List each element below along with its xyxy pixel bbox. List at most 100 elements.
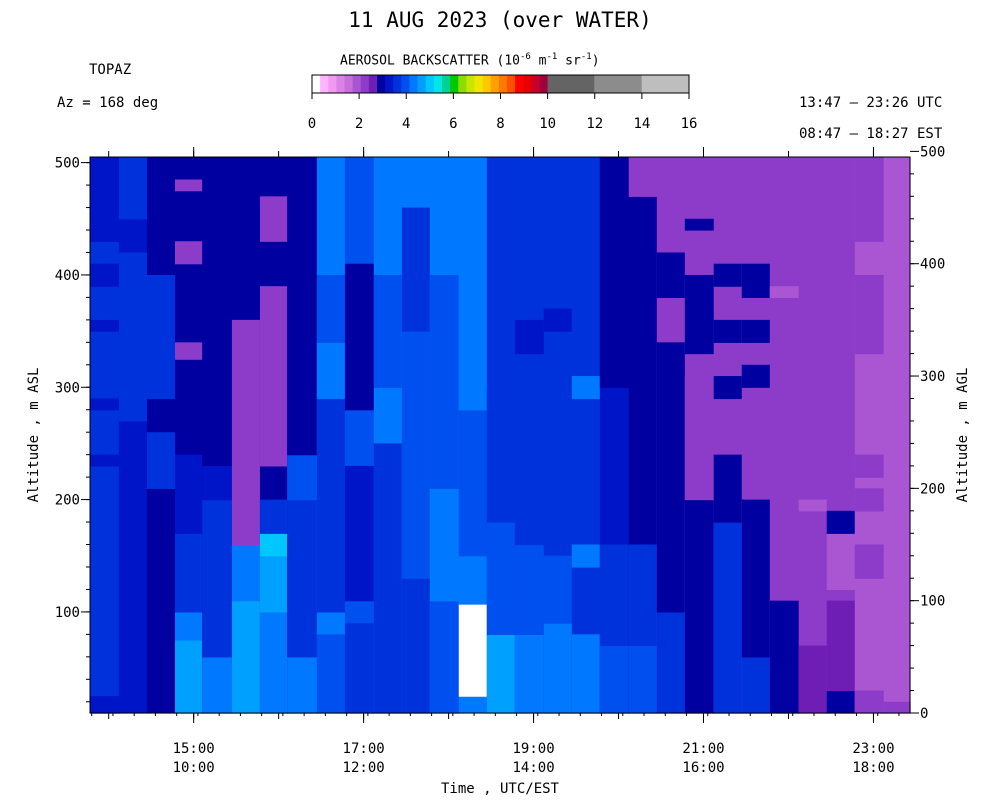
heatmap-cell — [90, 454, 120, 467]
x-axis-label: Time , UTC/EST — [441, 781, 560, 797]
heatmap-cell — [429, 600, 460, 714]
heatmap-cell — [231, 600, 261, 714]
heatmap-cell — [429, 274, 460, 400]
heatmap-cell — [826, 510, 856, 534]
colorbar-swatch — [385, 75, 394, 93]
colorbar-swatch — [547, 75, 595, 93]
heatmap-cell — [769, 600, 800, 658]
heatmap-cell — [316, 342, 346, 400]
heatmap-cell — [458, 157, 488, 411]
colorbar-swatch — [360, 75, 370, 93]
heatmap-cell — [514, 544, 545, 635]
heatmap-cell — [174, 454, 203, 534]
heatmap-cell — [684, 218, 715, 231]
heatmap-cell — [146, 274, 176, 400]
heatmap-cell — [854, 488, 885, 512]
heatmap-cell — [628, 157, 658, 197]
heatmap-cell — [259, 196, 288, 242]
utc-range-label: 13:47 – 23:26 UTC — [799, 95, 943, 111]
heatmap-cell — [571, 376, 601, 400]
heatmap-cell — [854, 157, 885, 714]
heatmap-cell — [344, 157, 375, 714]
heatmap-cell — [458, 604, 488, 697]
heatmap-cell — [90, 157, 120, 242]
colorbar-swatch — [458, 75, 467, 93]
colorbar-swatch — [344, 75, 354, 93]
heatmap-cell — [90, 696, 120, 714]
heatmap-cell — [514, 634, 545, 714]
heatmap-cell — [769, 656, 800, 714]
heatmap-cell — [458, 555, 488, 605]
colorbar-swatch — [515, 75, 524, 93]
heatmap-cell — [741, 499, 771, 658]
x-tick-label-est: 10:00 — [173, 760, 215, 776]
heatmap-cell — [316, 634, 346, 714]
heatmap-cell — [741, 319, 771, 343]
colorbar-swatch — [393, 75, 402, 93]
heatmap-cell — [174, 342, 203, 360]
heatmap-cell — [656, 252, 686, 299]
heatmap-cell — [486, 522, 516, 635]
heatmap-cell — [373, 443, 403, 591]
x-tick-label-utc: 21:00 — [682, 741, 724, 757]
colorbar-title-main: AEROSOL BACKSCATTER (10 — [340, 53, 521, 69]
heatmap-cell — [599, 544, 630, 647]
y-left-tick-label: 300 — [55, 380, 80, 396]
colorbar-tick-label: 10 — [539, 116, 556, 132]
heatmap-cell — [826, 600, 856, 692]
heatmap-cell — [854, 157, 885, 242]
azimuth-label: Az = 168 deg — [57, 95, 159, 111]
heatmap-cell — [543, 308, 573, 332]
colorbar-swatch — [425, 75, 435, 93]
heatmap-cell — [826, 690, 856, 714]
heatmap-cell — [401, 331, 431, 445]
heatmap-cell — [713, 522, 743, 714]
heatmap-cell — [656, 611, 686, 714]
heatmap-cell — [798, 157, 828, 714]
heatmap-cell — [259, 611, 288, 714]
colorbar-swatch — [433, 75, 443, 93]
colorbar-tick-label: 2 — [355, 116, 363, 132]
heatmap-cell — [429, 566, 460, 602]
colorbar-swatch — [368, 75, 378, 93]
heatmap-cell — [344, 263, 375, 411]
heatmap-cell — [316, 398, 346, 478]
colorbar-tick-label: 12 — [586, 116, 603, 132]
colorbar-title-exp3: -1 — [580, 52, 592, 62]
colorbar-swatch — [474, 75, 484, 93]
heatmap-cell — [713, 263, 743, 287]
heatmap-cell — [883, 157, 911, 714]
heatmap-cell — [259, 286, 288, 467]
heatmap-cell — [854, 274, 885, 355]
y-right-tick-label: 0 — [920, 706, 928, 722]
heatmap-cell — [231, 499, 261, 546]
colorbar-tick-label: 8 — [496, 116, 504, 132]
y-axis-label-right: Altitude , m AGL — [955, 368, 971, 503]
x-tick-label-est: 14:00 — [512, 760, 554, 776]
y-right-tick-label: 200 — [920, 481, 945, 497]
heatmap-cell — [202, 623, 233, 658]
heatmap-cell — [571, 634, 601, 714]
heatmap-cell — [741, 364, 771, 388]
y-left-tick-label: 500 — [55, 156, 80, 172]
heatmap-cell — [287, 454, 318, 501]
heatmap-cell — [713, 454, 743, 523]
heatmap-cell — [458, 409, 488, 557]
heatmap-cell — [883, 701, 911, 714]
heatmap-cell — [344, 465, 375, 602]
plot-frame — [89, 156, 911, 714]
colorbar-swatch — [450, 75, 459, 93]
colorbar-tick-label: 14 — [633, 116, 650, 132]
colorbar-swatch — [490, 75, 500, 93]
est-range-label: 08:47 – 18:27 EST — [799, 126, 943, 142]
y-right-tick-label: 400 — [920, 257, 945, 273]
heatmap-cell — [656, 342, 686, 445]
colorbar-title: AEROSOL BACKSCATTER (10-6 m-1 sr-1) — [340, 52, 600, 68]
heatmap-cell — [287, 274, 318, 456]
heatmap-cell — [741, 656, 771, 714]
y-left-tick-label: 200 — [55, 493, 80, 509]
heatmap-cell — [854, 454, 885, 478]
colorbar-tick-label: 0 — [308, 116, 316, 132]
y-right-tick-label: 500 — [920, 144, 945, 160]
heatmap-cell — [429, 398, 460, 489]
